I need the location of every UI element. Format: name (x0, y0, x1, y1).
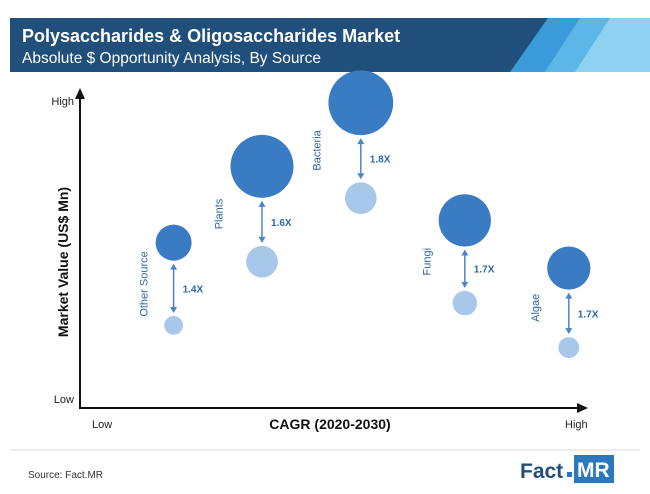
category-label-other-source: Other Source (139, 251, 151, 316)
bubble-2030-bacteria (328, 70, 394, 136)
category-label-fungi: Fungi (422, 248, 434, 276)
bubble-2020-other-source (164, 315, 183, 335)
bubble-2030-fungi (438, 194, 491, 247)
bubble-group-bacteria: 1.8X Bacteria (311, 70, 394, 214)
bubble-2020-bacteria (344, 182, 377, 214)
chart-title: Polysaccharides & Oligosaccharides Marke… (22, 26, 400, 46)
x-tick-low: Low (92, 419, 112, 431)
arrow-head-down-other-source (170, 306, 178, 313)
arrow-head-down-plants (258, 236, 266, 243)
bubble-2020-algae (558, 337, 580, 359)
axes (75, 88, 588, 413)
bubble-2030-plants (230, 134, 294, 198)
factmr-logo: Fact MR (520, 455, 614, 483)
header-stripe-1 (10, 18, 548, 72)
multiplier-label-fungi: 1.7X (474, 265, 495, 276)
arrow-head-down-fungi (461, 281, 469, 288)
bubble-2030-algae (547, 246, 591, 290)
multiplier-label-plants: 1.6X (271, 218, 292, 229)
y-axis-arrow (75, 88, 85, 99)
logo-mr-text: MR (577, 459, 610, 482)
x-axis-title: CAGR (2020-2030) (269, 416, 390, 432)
logo-mr-box (574, 455, 614, 483)
bubble-group-other-source: 1.4X Other Source (139, 224, 204, 335)
arrow-head-up-algae (565, 292, 573, 299)
bubble-2020-plants (246, 245, 278, 278)
x-axis-arrow (577, 403, 588, 413)
multiplier-label-other-source: 1.4X (183, 284, 204, 295)
y-tick-low: Low (54, 394, 74, 406)
arrow-head-down-bacteria (357, 173, 365, 180)
arrow-head-up-plants (258, 200, 266, 207)
bubble-group-algae: 1.7X Algae (530, 246, 599, 359)
bubble-group-fungi: 1.7X Fungi (422, 194, 495, 316)
y-tick-high: High (51, 96, 74, 108)
arrow-head-up-bacteria (357, 138, 365, 145)
logo-fact-text: Fact (520, 460, 563, 483)
multiplier-label-bacteria: 1.8X (370, 155, 391, 166)
logo-dot (567, 472, 572, 477)
arrow-head-up-other-source (170, 263, 178, 270)
header-banner: Polysaccharides & Oligosaccharides Marke… (10, 18, 650, 72)
category-label-bacteria: Bacteria (311, 129, 323, 170)
bubble-2020-fungi (452, 290, 478, 316)
category-label-plants: Plants (214, 198, 226, 229)
arrow-head-down-algae (565, 328, 573, 335)
source-note: Source: Fact.MR (28, 470, 103, 481)
category-label-algae: Algae (530, 294, 542, 322)
multiplier-label-algae: 1.7X (578, 309, 599, 320)
y-axis-title: Market Value (US$ Mn) (55, 187, 71, 337)
bubble-2030-other-source (155, 224, 192, 261)
x-tick-high: High (565, 419, 588, 431)
chart-subtitle: Absolute $ Opportunity Analysis, By Sour… (22, 50, 321, 67)
bubble-group-plants: 1.6X Plants (214, 134, 294, 278)
arrow-head-up-fungi (461, 249, 469, 256)
